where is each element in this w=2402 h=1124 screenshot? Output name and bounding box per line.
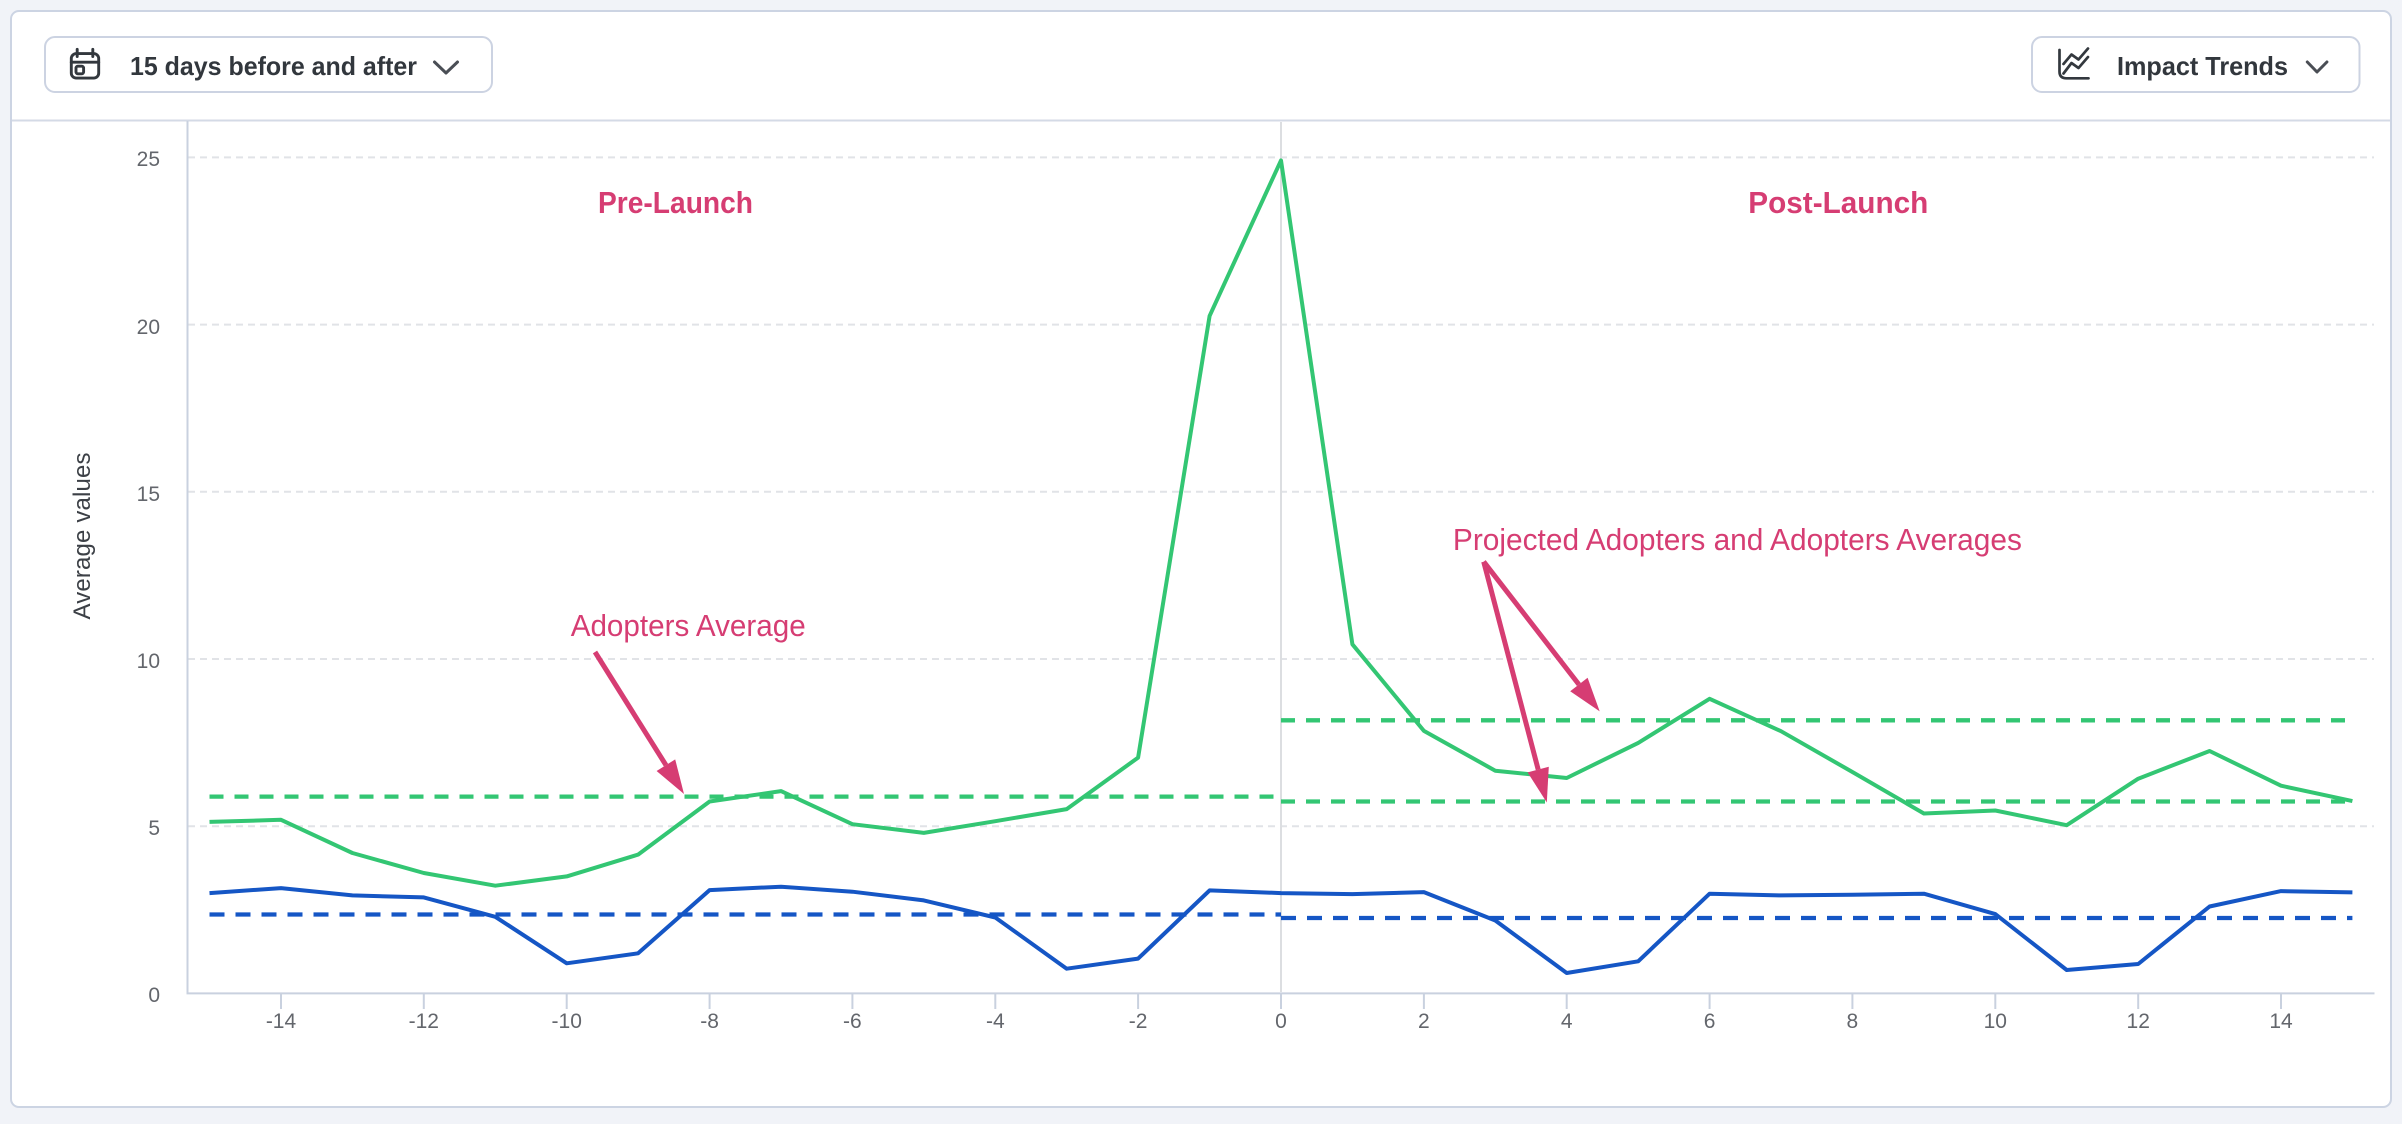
svg-text:15: 15 xyxy=(137,483,160,506)
svg-text:8: 8 xyxy=(1847,1010,1859,1033)
svg-text:-4: -4 xyxy=(986,1010,1005,1033)
svg-text:0: 0 xyxy=(148,984,160,1007)
svg-text:14: 14 xyxy=(2269,1010,2293,1033)
svg-text:5: 5 xyxy=(148,817,160,840)
svg-text:0: 0 xyxy=(1275,1010,1287,1033)
svg-text:20: 20 xyxy=(137,316,160,339)
svg-text:Pre-Launch: Pre-Launch xyxy=(598,185,753,220)
svg-text:-14: -14 xyxy=(266,1010,297,1033)
svg-text:15 days before and after: 15 days before and after xyxy=(130,51,417,81)
svg-text:Projected Adopters and Adopter: Projected Adopters and Adopters Averages xyxy=(1453,522,2022,557)
svg-text:-6: -6 xyxy=(843,1010,862,1033)
svg-text:Impact Trends: Impact Trends xyxy=(2117,51,2288,81)
svg-text:-10: -10 xyxy=(552,1010,582,1033)
svg-text:10: 10 xyxy=(137,650,160,673)
svg-text:-2: -2 xyxy=(1129,1010,1148,1033)
svg-text:25: 25 xyxy=(137,148,160,171)
svg-text:6: 6 xyxy=(1704,1010,1716,1033)
svg-text:Adopters Average: Adopters Average xyxy=(571,608,806,643)
svg-text:12: 12 xyxy=(2127,1010,2150,1033)
svg-text:4: 4 xyxy=(1561,1010,1573,1033)
svg-text:10: 10 xyxy=(1984,1010,2007,1033)
svg-text:-8: -8 xyxy=(700,1010,719,1033)
svg-text:Post-Launch: Post-Launch xyxy=(1748,185,1928,220)
svg-text:2: 2 xyxy=(1418,1010,1430,1033)
svg-text:Average values: Average values xyxy=(69,453,96,620)
svg-text:-12: -12 xyxy=(409,1010,439,1033)
